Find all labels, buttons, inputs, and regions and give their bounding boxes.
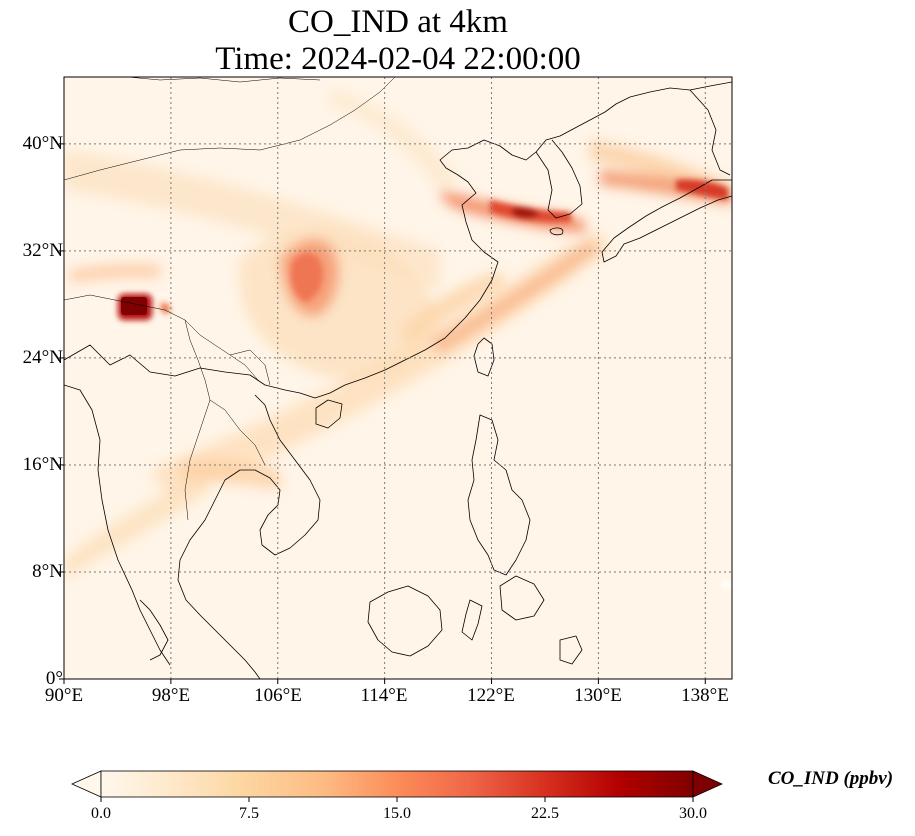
lon-tick-90e: 90°E [44, 685, 84, 706]
lon-tick-106e: 106°E [254, 685, 302, 706]
coastlines [64, 81, 732, 679]
lon-tick-98e: 98°E [151, 685, 191, 706]
lat-tick-8n: 8°N [32, 561, 63, 582]
title-line-2: Time: 2024-02-04 22:00:00 [215, 41, 581, 77]
lat-tick-32n: 32°N [22, 240, 63, 261]
colorbar [71, 770, 723, 802]
colorbar-tick-4: 30.0 [679, 805, 707, 822]
lat-tick-0: 0° [45, 668, 63, 689]
title-line-1: CO_IND at 4km [288, 4, 508, 40]
lat-tick-24n: 24°N [22, 347, 63, 368]
map-frame [63, 76, 733, 680]
country-borders [64, 77, 396, 521]
lon-tick-138e: 138°E [681, 685, 729, 706]
colorbar-tick-0: 0.0 [91, 805, 111, 822]
colorbar-gradient [100, 770, 694, 798]
lat-tick-40n: 40°N [22, 133, 63, 154]
colorbar-tick-3: 22.5 [531, 805, 559, 822]
colorbar-extend-min [71, 770, 102, 798]
gridlines [64, 77, 732, 679]
colorbar-tick-1: 7.5 [239, 805, 259, 822]
lat-tick-16n: 16°N [22, 454, 63, 475]
lon-tick-130e: 130°E [574, 685, 622, 706]
colorbar-extend-max [692, 770, 723, 798]
lon-tick-122e: 122°E [467, 685, 515, 706]
concentration-field [64, 77, 732, 679]
colorbar-tick-2: 15.0 [383, 805, 411, 822]
lon-tick-114e: 114°E [360, 685, 408, 706]
colorbar-label: CO_IND (ppbv) [768, 768, 894, 789]
tick-marks [59, 143, 706, 684]
